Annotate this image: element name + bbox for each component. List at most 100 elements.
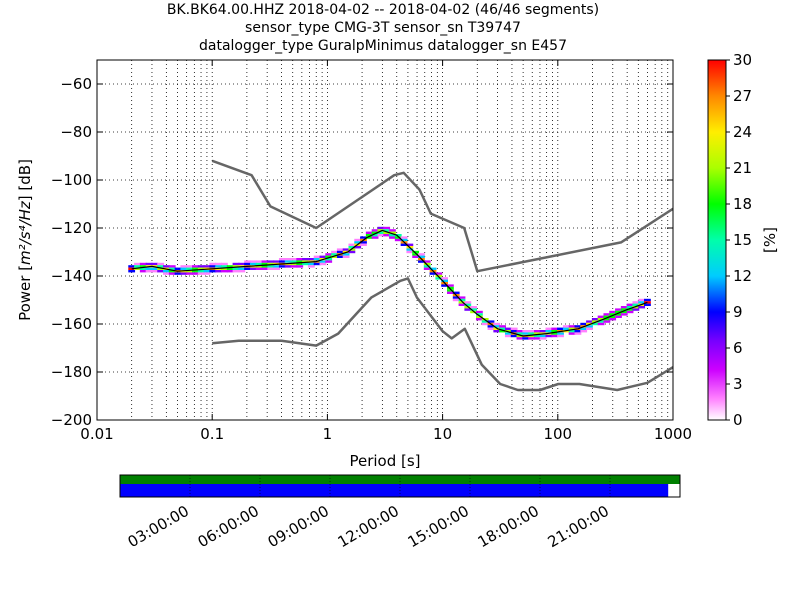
psd-density-cell	[255, 267, 263, 270]
psd-density-cell	[626, 310, 634, 314]
psd-density-cell	[389, 236, 396, 239]
y-tick-label: −100	[51, 171, 92, 189]
psd-density-cell	[545, 327, 553, 330]
psd-density-cell	[591, 322, 599, 326]
psd-density-cell	[545, 330, 553, 333]
psd-density-cell	[371, 236, 379, 239]
psd-density-cell	[452, 296, 460, 299]
psd-density-cell	[580, 322, 588, 326]
psd-density-cell	[452, 291, 460, 294]
psd-density-cell	[157, 270, 165, 273]
grid	[97, 60, 673, 420]
psd-density-cell	[232, 270, 240, 273]
psd-density-cell	[336, 255, 344, 258]
psd-density-cell	[603, 313, 611, 316]
psd-density-cell	[597, 320, 605, 323]
psd-density-cell	[139, 265, 147, 268]
psd-density-cell	[209, 270, 217, 273]
psd-density-cell	[348, 243, 356, 246]
psd-density-cell	[371, 229, 379, 232]
timeline-tick-label: 15:00:00	[405, 502, 472, 551]
psd-density-cell	[267, 262, 275, 266]
psd-density-cell	[493, 330, 501, 333]
psd-density-cell	[632, 301, 640, 304]
psd-density-cell	[360, 243, 367, 246]
psd-density-cell	[319, 262, 327, 266]
psd-density-cell	[215, 265, 223, 268]
psd-density-cell	[238, 270, 246, 273]
x-axis-ticks: 0.01 0.1 1 10 100 1000	[80, 60, 692, 443]
psd-density-cell	[528, 330, 535, 333]
timeline-tick-label: 06:00:00	[195, 502, 262, 551]
psd-density-cell	[568, 330, 576, 333]
psd-density-cell	[336, 248, 344, 251]
psd-density-cell	[418, 253, 425, 256]
title-line-2: sensor_type CMG-3T sensor_sn T39747	[245, 20, 521, 36]
psd-density-cell	[238, 262, 246, 266]
psd-density-cell	[562, 327, 570, 330]
psd-density-cell	[284, 265, 292, 268]
colorbar-tick-label: 15	[733, 231, 752, 249]
psd-density-cell	[626, 306, 634, 309]
psd-density-cell	[504, 334, 512, 338]
psd-density-cell	[545, 334, 553, 338]
psd-density-cell	[412, 250, 420, 254]
mode-curve	[131, 229, 648, 337]
psd-density-cell	[620, 308, 628, 311]
psd-density-cell	[435, 277, 443, 280]
psd-density-cell	[157, 262, 165, 266]
psd-density-cell	[325, 255, 333, 258]
psd-density-cell	[284, 258, 292, 261]
psd-density-cell	[139, 262, 147, 266]
psd-density-cell	[470, 306, 477, 309]
psd-density-cell	[568, 332, 576, 335]
psd-density-cell	[638, 306, 646, 309]
psd-density-cell	[192, 267, 199, 270]
psd-density-cell	[365, 234, 373, 237]
psd-density-cell	[557, 327, 564, 330]
psd-density-cell	[522, 337, 530, 340]
psd-density-cell	[255, 265, 263, 268]
new-low-noise-model-curve	[212, 277, 673, 392]
psd-density-cell	[342, 253, 350, 256]
psd-density-cell	[342, 248, 350, 251]
psd-density-cell	[557, 332, 564, 335]
psd-density-cell	[586, 325, 593, 328]
psd-density-cell	[528, 332, 535, 335]
psd-density-cell	[522, 330, 530, 333]
psd-density-cell	[302, 258, 309, 261]
psd-density-cell	[383, 234, 391, 237]
psd-density-cell	[481, 322, 489, 326]
psd-density-cell	[533, 334, 541, 338]
psd-density-cell	[551, 334, 559, 338]
psd-density-cell	[412, 253, 420, 256]
psd-density-cell	[394, 234, 402, 237]
psd-density-cell	[562, 325, 570, 328]
psd-density-cell	[325, 258, 333, 261]
psd-density-cell	[197, 272, 205, 275]
psd-density-cell	[551, 327, 559, 330]
psd-density-cell	[481, 320, 489, 323]
psd-density-cell	[626, 303, 634, 306]
x-axis-label: Period [s]	[349, 452, 420, 470]
psd-density-cell	[406, 243, 414, 246]
psd-density-cell	[516, 332, 524, 335]
psd-density-cell	[371, 231, 379, 234]
psd-density-cell	[261, 262, 269, 266]
psd-density-cell	[134, 262, 141, 266]
psd-density-cell	[290, 265, 298, 268]
psd-density-cell	[186, 265, 194, 268]
psd-density-cell	[290, 262, 298, 266]
psd-density-cell	[157, 265, 165, 268]
psd-density-cell	[180, 272, 188, 275]
psd-density-cell	[197, 265, 205, 268]
psd-density-cell	[487, 327, 495, 330]
psd-density-cell	[203, 265, 211, 268]
y-tick-label: −120	[51, 219, 92, 237]
psd-density-cell	[539, 330, 547, 333]
timeline-tick-label: 09:00:00	[265, 502, 332, 551]
y-axis-label: Power [m²/s⁴/Hz] [dB]	[16, 159, 34, 321]
psd-density-cell	[307, 262, 315, 266]
psd-density-cell	[221, 265, 228, 268]
